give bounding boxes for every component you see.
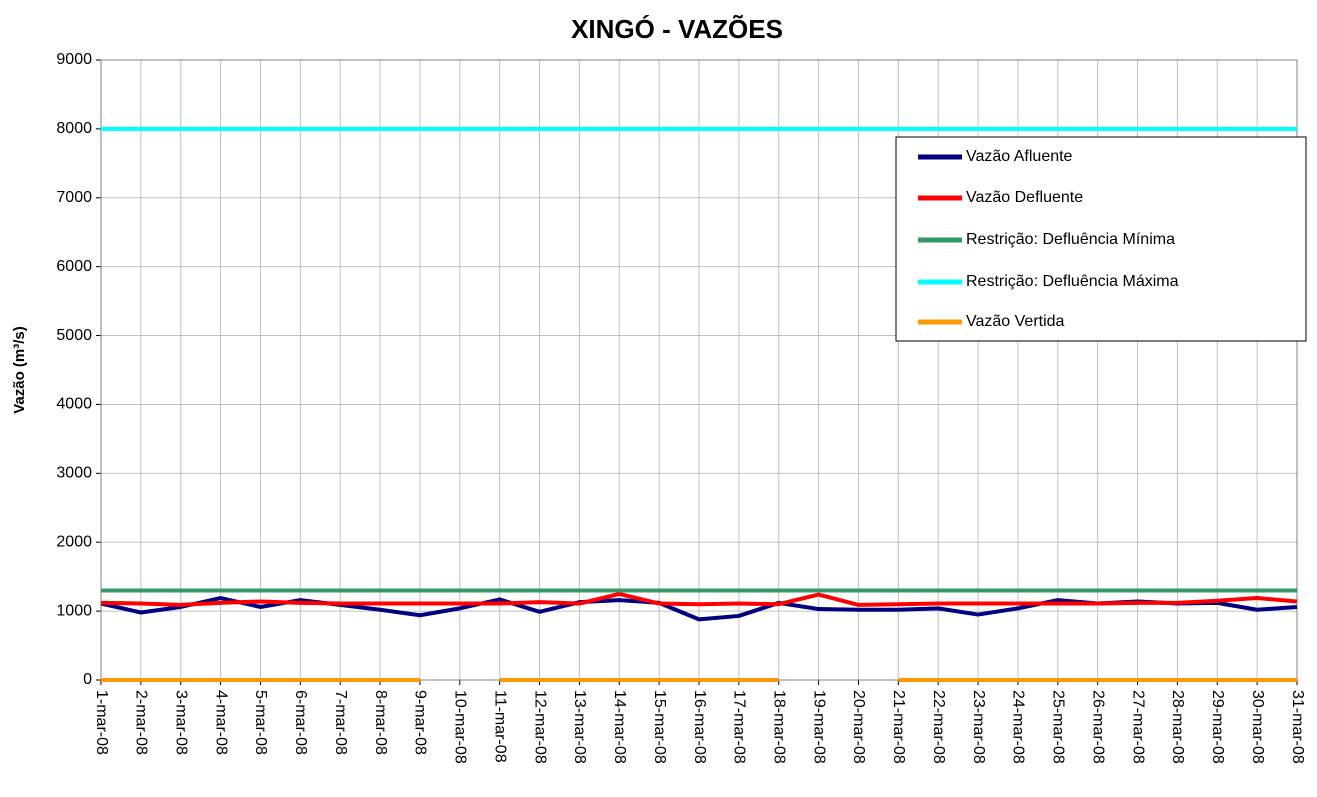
x-tick-label: 4-mar-08 xyxy=(212,690,229,755)
x-tick-label: 24-mar-08 xyxy=(1010,690,1027,764)
x-tick-label: 18-mar-08 xyxy=(770,690,787,764)
y-tick-label: 0 xyxy=(83,671,92,688)
x-tick-label: 21-mar-08 xyxy=(890,690,907,764)
x-tick-label: 25-mar-08 xyxy=(1050,690,1067,764)
chart-title: XINGÓ - VAZÕES xyxy=(571,14,783,44)
x-tick-label: 2-mar-08 xyxy=(133,690,150,755)
y-tick-label: 6000 xyxy=(56,258,92,275)
x-tick-label: 13-mar-08 xyxy=(571,690,588,764)
x-tick-label: 11-mar-08 xyxy=(491,690,508,763)
legend-label: Vazão Afluente xyxy=(966,148,1073,165)
x-tick-label: 6-mar-08 xyxy=(292,690,309,755)
x-tick-label: 3-mar-08 xyxy=(172,690,189,755)
legend-label: Vazão Vertida xyxy=(966,313,1065,330)
y-tick-label: 1000 xyxy=(56,602,92,619)
y-tick-label: 8000 xyxy=(56,120,92,137)
legend-box xyxy=(895,136,1307,342)
y-tick-label: 7000 xyxy=(56,189,92,206)
x-tick-label: 14-mar-08 xyxy=(611,690,628,764)
x-tick-label: 28-mar-08 xyxy=(1169,690,1186,764)
legend-label: Vazão Defluente xyxy=(966,189,1083,206)
x-tick-label: 5-mar-08 xyxy=(252,690,269,755)
x-tick-label: 27-mar-08 xyxy=(1129,690,1146,764)
y-tick-label: 4000 xyxy=(56,396,92,413)
x-tick-label: 31-mar-08 xyxy=(1289,690,1306,764)
x-tick-label: 20-mar-08 xyxy=(850,690,867,764)
x-tick-label: 29-mar-08 xyxy=(1209,690,1226,764)
x-tick-label: 22-mar-08 xyxy=(930,690,947,764)
x-tick-label: 17-mar-08 xyxy=(731,690,748,764)
y-tick-label: 5000 xyxy=(56,327,92,344)
x-tick-label: 15-mar-08 xyxy=(651,690,668,764)
x-tick-label: 23-mar-08 xyxy=(970,690,987,764)
x-tick-label: 1-mar-08 xyxy=(93,690,110,755)
y-tick-label: 3000 xyxy=(56,465,92,482)
x-tick-label: 19-mar-08 xyxy=(810,690,827,764)
y-axis-label: Vazão (m³/s) xyxy=(11,326,28,414)
y-tick-label: 9000 xyxy=(56,51,92,68)
x-tick-label: 26-mar-08 xyxy=(1089,690,1106,764)
x-tick-label: 10-mar-08 xyxy=(452,690,469,764)
x-tick-label: 30-mar-08 xyxy=(1249,690,1266,764)
x-tick-label: 9-mar-08 xyxy=(412,690,429,755)
legend-label: Restrição: Defluência Máxima xyxy=(966,273,1179,290)
x-tick-label: 16-mar-08 xyxy=(691,690,708,764)
series-line xyxy=(100,591,1298,607)
x-tick-label: 7-mar-08 xyxy=(332,690,349,755)
legend-label: Restrição: Defluência Mínima xyxy=(966,231,1175,248)
x-tick-label: 12-mar-08 xyxy=(531,690,548,764)
y-tick-label: 2000 xyxy=(56,533,92,550)
x-tick-label: 8-mar-08 xyxy=(372,690,389,755)
